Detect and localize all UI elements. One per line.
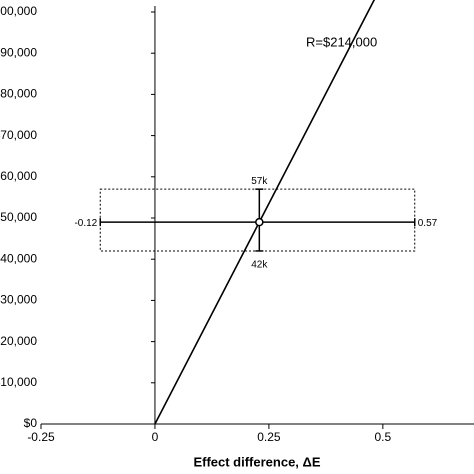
y-tick-label: $30,000 <box>0 293 37 307</box>
x-high-label: 0.57 <box>418 218 438 229</box>
y-tick-label: $20,000 <box>0 334 37 348</box>
x-tick-label: -0.25 <box>27 430 55 444</box>
point-estimate <box>255 217 264 227</box>
y-tick-label: $100,000 <box>0 4 37 18</box>
y-tick-label: $90,000 <box>0 45 37 59</box>
x-axis-title: Effect difference, ΔE <box>193 454 320 469</box>
x-low-label: -0.12 <box>74 218 97 229</box>
y-tick-label: $80,000 <box>0 87 37 101</box>
y-tick-label: $0 <box>24 416 38 430</box>
x-tick-label: 0.5 <box>374 430 391 444</box>
y-tick-label: $10,000 <box>0 375 37 389</box>
x-tick-label: 0 <box>152 430 159 444</box>
y-tick-label: $70,000 <box>0 128 37 142</box>
y-low-label: 42k <box>251 260 268 271</box>
threshold-label: R=$214,000 <box>306 34 377 49</box>
y-tick-label: $50,000 <box>0 210 37 224</box>
threshold-line <box>154 0 376 424</box>
y-high-label: 57k <box>251 176 268 187</box>
x-tick-label: 0.25 <box>257 430 281 444</box>
y-tick-label: $40,000 <box>0 251 37 265</box>
y-tick-label: $60,000 <box>0 169 37 183</box>
